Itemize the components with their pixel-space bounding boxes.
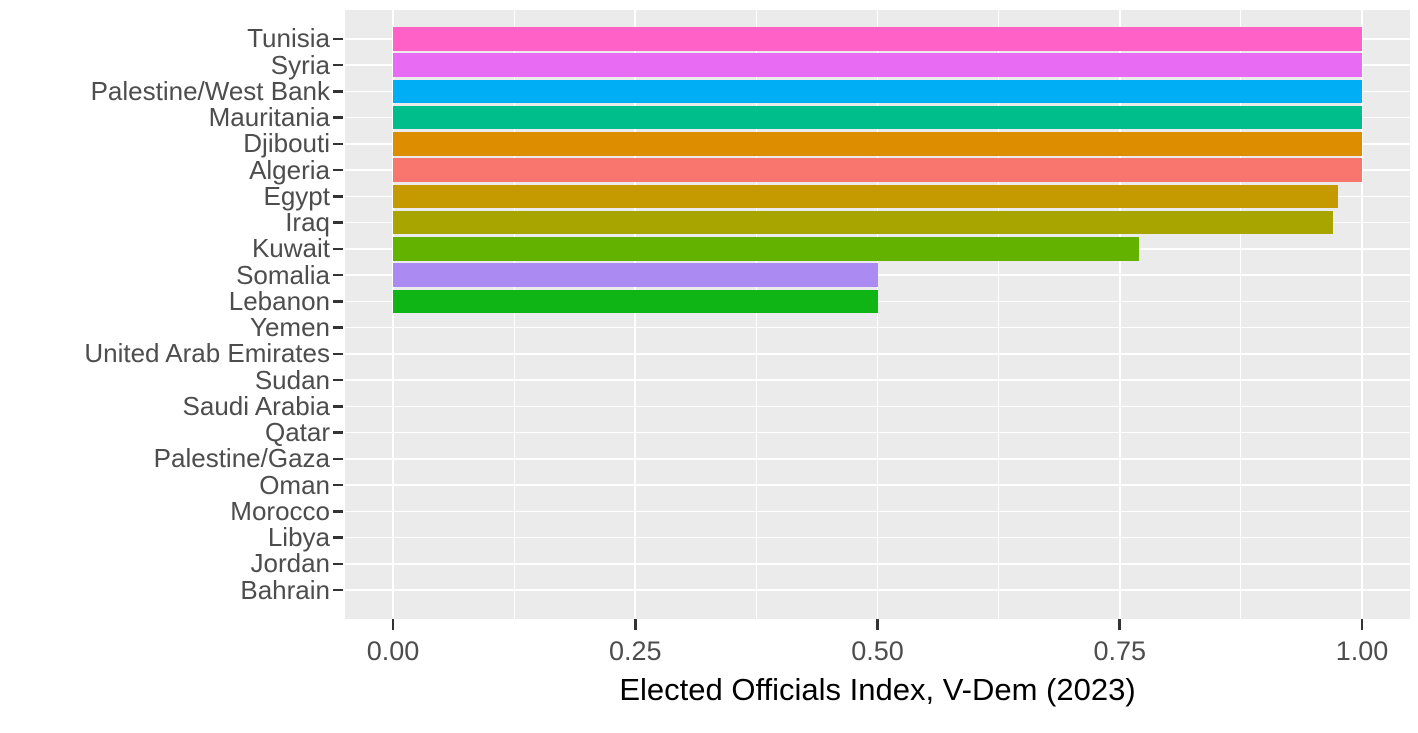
y-axis-label: Somalia [236, 259, 330, 290]
y-tick-mark [333, 588, 343, 592]
x-tick-label: 0.00 [366, 636, 420, 666]
bar-iraq [393, 210, 1333, 235]
y-axis-label: Yemen [250, 312, 330, 343]
y-axis-ticks [333, 10, 343, 619]
y-axis-label: Libya [267, 522, 330, 553]
y-axis-label: United Arab Emirates [84, 338, 330, 369]
y-axis-label: Lebanon [228, 285, 330, 316]
y-axis-label: Syria [270, 49, 330, 80]
y-tick-mark [333, 195, 343, 198]
x-tick-mark [1118, 619, 1122, 630]
y-axis-label: Djibouti [243, 128, 330, 159]
bar-palestine-west-bank [393, 79, 1362, 104]
bar-mauritania [393, 105, 1362, 130]
gridline-vertical-minor [1240, 10, 1242, 619]
y-tick-mark [333, 483, 343, 487]
plot-panel [345, 10, 1410, 619]
bar-somalia [393, 263, 878, 287]
bar-djibouti [393, 132, 1362, 156]
gridline-vertical-minor [755, 10, 757, 619]
gridline-vertical-minor [998, 10, 1000, 619]
y-tick-mark [333, 221, 343, 224]
y-axis-label: Saudi Arabia [182, 390, 330, 421]
y-tick-mark [333, 142, 343, 146]
y-tick-mark [333, 562, 343, 566]
y-axis-label: Mauritania [208, 102, 330, 133]
gridline-vertical-major [392, 10, 394, 619]
y-axis-label: Jordan [250, 548, 331, 579]
x-tick-mark [876, 619, 879, 630]
bar-lebanon [393, 289, 878, 314]
x-tick-label: 0.50 [851, 636, 904, 666]
y-axis-label: Oman [259, 469, 330, 500]
y-tick-mark [333, 457, 343, 461]
y-axis-labels: Tunisia Syria Palestine/West Bank Mauritani… [0, 10, 330, 619]
y-axis-label: Palestine/West Bank [90, 75, 330, 106]
y-tick-mark [333, 378, 343, 382]
y-axis-label: Tunisia [247, 23, 330, 54]
y-tick-mark [333, 116, 343, 119]
y-tick-mark [333, 247, 343, 251]
y-axis-label: Palestine/Gaza [153, 443, 330, 474]
x-tick-label: 0.25 [608, 636, 662, 666]
y-axis-label: Kuwait [251, 233, 330, 264]
x-tick-mark [391, 619, 395, 630]
gridline-vertical-minor [513, 10, 515, 619]
y-tick-mark [333, 90, 343, 93]
y-tick-mark [333, 536, 343, 539]
bar-kuwait [393, 237, 1140, 261]
gridline-vertical-major [1118, 10, 1121, 619]
y-axis-label: Qatar [264, 417, 330, 448]
bar-syria [393, 53, 1362, 77]
y-tick-mark [333, 273, 343, 277]
x-tick-mark [633, 619, 637, 630]
x-axis-title: Elected Officials Index, V-Dem (2023) [619, 672, 1136, 707]
x-tick-mark [1360, 619, 1364, 630]
bar-tunisia [393, 27, 1362, 51]
x-axis: 0.00 0.25 0.50 0.75 1.00 [345, 619, 1410, 679]
x-tick-label: 1.00 [1335, 636, 1389, 666]
y-tick-mark [333, 405, 343, 408]
y-axis-label: Morocco [230, 495, 330, 526]
gridline-vertical-major [876, 10, 879, 619]
y-tick-mark [333, 168, 343, 172]
bar-egypt [393, 184, 1338, 209]
y-tick-mark [333, 326, 343, 329]
gridline-vertical-major [1361, 10, 1363, 619]
y-tick-mark [333, 431, 343, 434]
bar-algeria [393, 158, 1362, 182]
y-axis-label: Sudan [254, 364, 330, 395]
y-axis-label: Iraq [285, 207, 330, 238]
x-tick-label: 0.75 [1093, 636, 1147, 666]
y-tick-mark [333, 510, 343, 513]
gridline-vertical-major [634, 10, 637, 619]
y-tick-mark [333, 63, 343, 67]
y-tick-mark [333, 300, 343, 303]
y-axis-label: Bahrain [240, 574, 330, 605]
y-tick-mark [333, 37, 343, 41]
y-tick-mark [333, 352, 343, 356]
y-axis-label: Algeria [249, 154, 330, 185]
y-axis-label: Egypt [263, 180, 331, 211]
